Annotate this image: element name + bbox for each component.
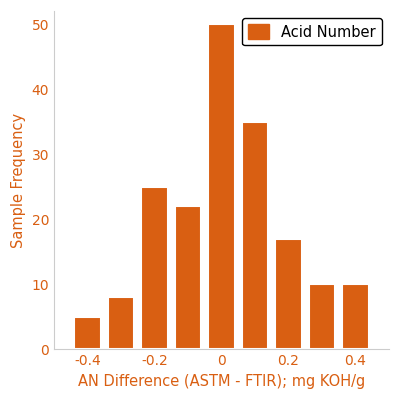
- Bar: [74, 317, 101, 350]
- Bar: [342, 284, 369, 350]
- Bar: [308, 284, 335, 350]
- Bar: [208, 24, 235, 350]
- Bar: [275, 239, 302, 350]
- Bar: [108, 298, 134, 350]
- Bar: [175, 206, 202, 350]
- Y-axis label: Sample Frequency: Sample Frequency: [11, 113, 26, 248]
- Bar: [242, 122, 268, 350]
- Bar: [141, 187, 168, 350]
- Legend: Acid Number: Acid Number: [242, 18, 382, 46]
- X-axis label: AN Difference (ASTM - FTIR); mg KOH/g: AN Difference (ASTM - FTIR); mg KOH/g: [78, 374, 365, 389]
